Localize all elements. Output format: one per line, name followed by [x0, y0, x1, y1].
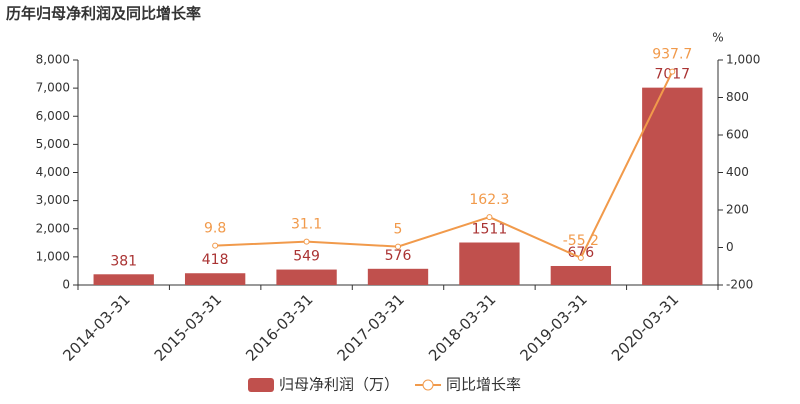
line-value-label: -55.2	[563, 233, 599, 249]
legend-swatch	[248, 378, 274, 392]
y2-tick-label: -200	[726, 278, 753, 292]
line-value-label: 162.3	[469, 192, 509, 208]
y-tick-label: 5,000	[36, 137, 70, 151]
bar	[93, 274, 154, 285]
y2-tick-label: 200	[726, 203, 749, 217]
line	[215, 71, 674, 260]
y-tick-label: 3,000	[36, 193, 70, 207]
x-tick-label: 2016-03-31	[242, 290, 316, 364]
bar	[459, 242, 520, 285]
y2-tick-label: 0	[726, 240, 734, 254]
y-tick-label: 1,000	[36, 249, 70, 263]
line-point	[303, 238, 310, 245]
y-tick-label: 7,000	[36, 81, 70, 95]
y-tick-label: 4,000	[36, 165, 70, 179]
bar	[367, 268, 429, 285]
line-point	[577, 254, 584, 261]
x-tick-label: 2018-03-31	[425, 290, 499, 364]
x-tick-label: 2019-03-31	[516, 290, 590, 364]
bar-value-label: 381	[110, 253, 137, 269]
chart-title: 历年归母净利润及同比增长率	[6, 5, 201, 23]
line-value-label: 9.8	[204, 221, 226, 237]
y2-tick-label: 400	[726, 165, 749, 179]
y2-tick-label: 1,000	[726, 53, 760, 67]
line-value-label: 937.7	[652, 47, 692, 63]
bar-value-label: 418	[202, 252, 229, 268]
x-tick-label: 2015-03-31	[151, 290, 225, 364]
line-value-label: 5	[394, 222, 403, 238]
y2-tick-label: 800	[726, 90, 749, 104]
legend-swatch	[422, 379, 434, 391]
x-tick-label: 2014-03-31	[59, 290, 133, 364]
bar	[642, 87, 703, 285]
bar-value-label: 1511	[472, 222, 508, 238]
line-point	[669, 68, 676, 75]
y2-tick-label: 600	[726, 128, 749, 142]
bar-value-label: 549	[293, 249, 320, 265]
y-tick-label: 0	[62, 278, 70, 292]
bar	[550, 265, 612, 285]
x-tick-label: 2020-03-31	[608, 290, 682, 364]
y-tick-label: 2,000	[36, 221, 70, 235]
bar	[276, 269, 337, 285]
y2-axis-label: %	[712, 31, 723, 45]
bar-value-label: 676	[567, 245, 594, 261]
bar-value-label: 576	[385, 248, 412, 264]
legend-label: 归母净利润（万）	[279, 376, 399, 394]
line-point	[395, 243, 401, 250]
line-value-label: 31.1	[291, 217, 322, 233]
y-tick-label: 8,000	[36, 53, 70, 67]
legend-label: 同比增长率	[446, 376, 521, 394]
y-tick-label: 6,000	[36, 109, 70, 123]
x-tick-label: 2017-03-31	[334, 290, 408, 364]
line-point	[212, 242, 219, 249]
line-point	[486, 214, 493, 221]
bar	[184, 273, 246, 285]
